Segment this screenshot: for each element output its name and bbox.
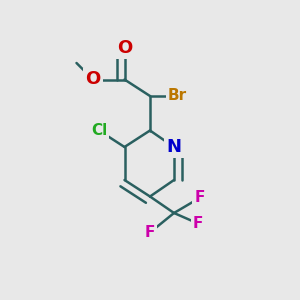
Text: F: F <box>194 190 205 206</box>
Text: F: F <box>193 216 203 231</box>
Text: O: O <box>85 70 100 88</box>
Text: Br: Br <box>167 88 187 104</box>
Text: F: F <box>145 225 155 240</box>
Text: O: O <box>117 39 132 57</box>
Text: Cl: Cl <box>91 123 107 138</box>
Text: N: N <box>167 138 182 156</box>
